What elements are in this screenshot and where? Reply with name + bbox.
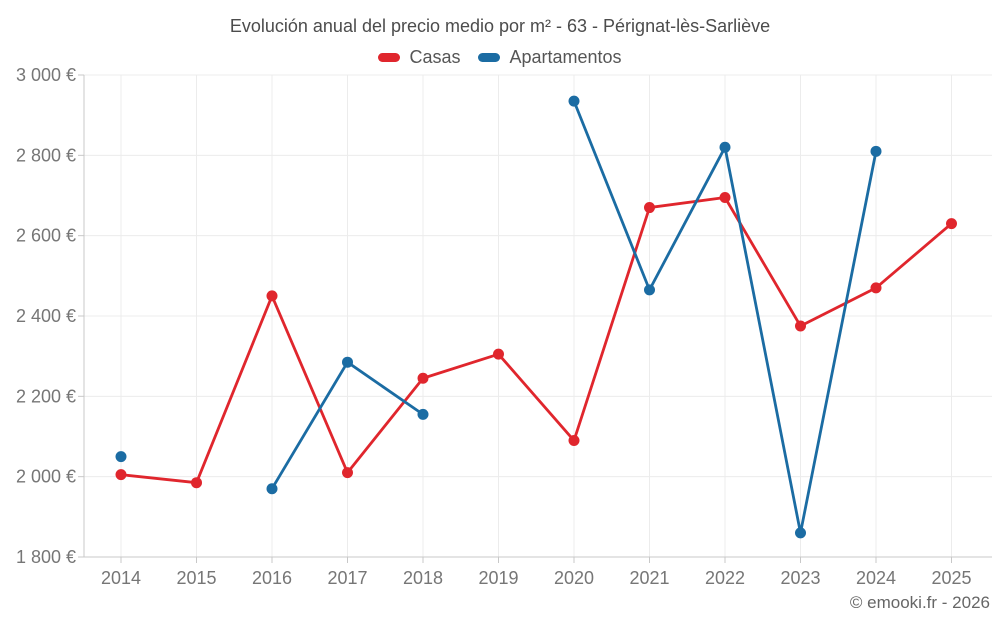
y-tick-label-3000: 3 000 € xyxy=(16,65,76,85)
legend-label-casas: Casas xyxy=(409,47,461,67)
data-point-casas-2016[interactable] xyxy=(266,290,278,302)
copyright-footer: © emooki.fr - 2026 xyxy=(849,593,990,612)
data-point-casas-2018[interactable] xyxy=(417,372,429,384)
data-point-casas-2024[interactable] xyxy=(870,282,882,294)
x-tick-label-2024: 2024 xyxy=(856,568,896,588)
x-tick-label-2021: 2021 xyxy=(629,568,669,588)
data-point-casas-2022[interactable] xyxy=(719,192,731,204)
y-tick-label-1800: 1 800 € xyxy=(16,547,76,567)
x-tick-label-2014: 2014 xyxy=(101,568,141,588)
data-point-casas-2020[interactable] xyxy=(568,435,580,447)
data-point-apartamentos-2022[interactable] xyxy=(719,141,731,153)
series-line-casas xyxy=(119,196,953,485)
casas-series-swatch-icon xyxy=(378,53,401,62)
apartamentos-series-swatch-icon xyxy=(478,53,501,62)
data-point-apartamentos-2017[interactable] xyxy=(342,356,353,368)
x-tick-label-2020: 2020 xyxy=(554,568,594,588)
y-tick-label-2400: 2 400 € xyxy=(16,306,76,326)
data-point-apartamentos-2021[interactable] xyxy=(644,284,655,296)
legend-item-apartamentos[interactable]: Apartamentos xyxy=(478,47,622,68)
y-tick-label-2600: 2 600 € xyxy=(16,226,76,246)
data-point-apartamentos-2018[interactable] xyxy=(417,408,429,420)
data-point-apartamentos-2023[interactable] xyxy=(795,527,806,539)
legend-item-casas[interactable]: Casas xyxy=(378,47,460,68)
data-point-apartamentos-2016[interactable] xyxy=(266,483,278,495)
data-point-casas-2021[interactable] xyxy=(644,202,655,214)
legend-label-apartamentos: Apartamentos xyxy=(509,47,622,67)
data-point-apartamentos-2020[interactable] xyxy=(568,95,580,107)
data-point-casas-2025[interactable] xyxy=(946,218,957,230)
chart-legend: Casas Apartamentos xyxy=(0,47,1000,68)
data-point-casas-2015[interactable] xyxy=(191,477,202,489)
x-tick-label-2019: 2019 xyxy=(478,568,518,588)
data-point-casas-2014[interactable] xyxy=(115,469,127,481)
data-point-casas-2023[interactable] xyxy=(795,320,806,332)
data-point-casas-2019[interactable] xyxy=(493,348,504,360)
y-tick-label-2200: 2 200 € xyxy=(16,386,76,406)
x-tick-label-2025: 2025 xyxy=(931,568,971,588)
x-tick-label-2022: 2022 xyxy=(705,568,745,588)
data-point-apartamentos-2014[interactable] xyxy=(115,451,127,463)
x-tick-label-2017: 2017 xyxy=(327,568,367,588)
x-tick-label-2023: 2023 xyxy=(780,568,820,588)
data-point-casas-2017[interactable] xyxy=(342,467,353,479)
x-tick-label-2015: 2015 xyxy=(176,568,216,588)
x-tick-label-2016: 2016 xyxy=(252,568,292,588)
data-point-apartamentos-2024[interactable] xyxy=(870,145,882,157)
x-tick-label-2018: 2018 xyxy=(403,568,443,588)
chart-title: Evolución anual del precio medio por m² … xyxy=(229,16,771,36)
y-tick-label-2000: 2 000 € xyxy=(16,467,76,487)
y-tick-label-2800: 2 800 € xyxy=(16,145,76,165)
